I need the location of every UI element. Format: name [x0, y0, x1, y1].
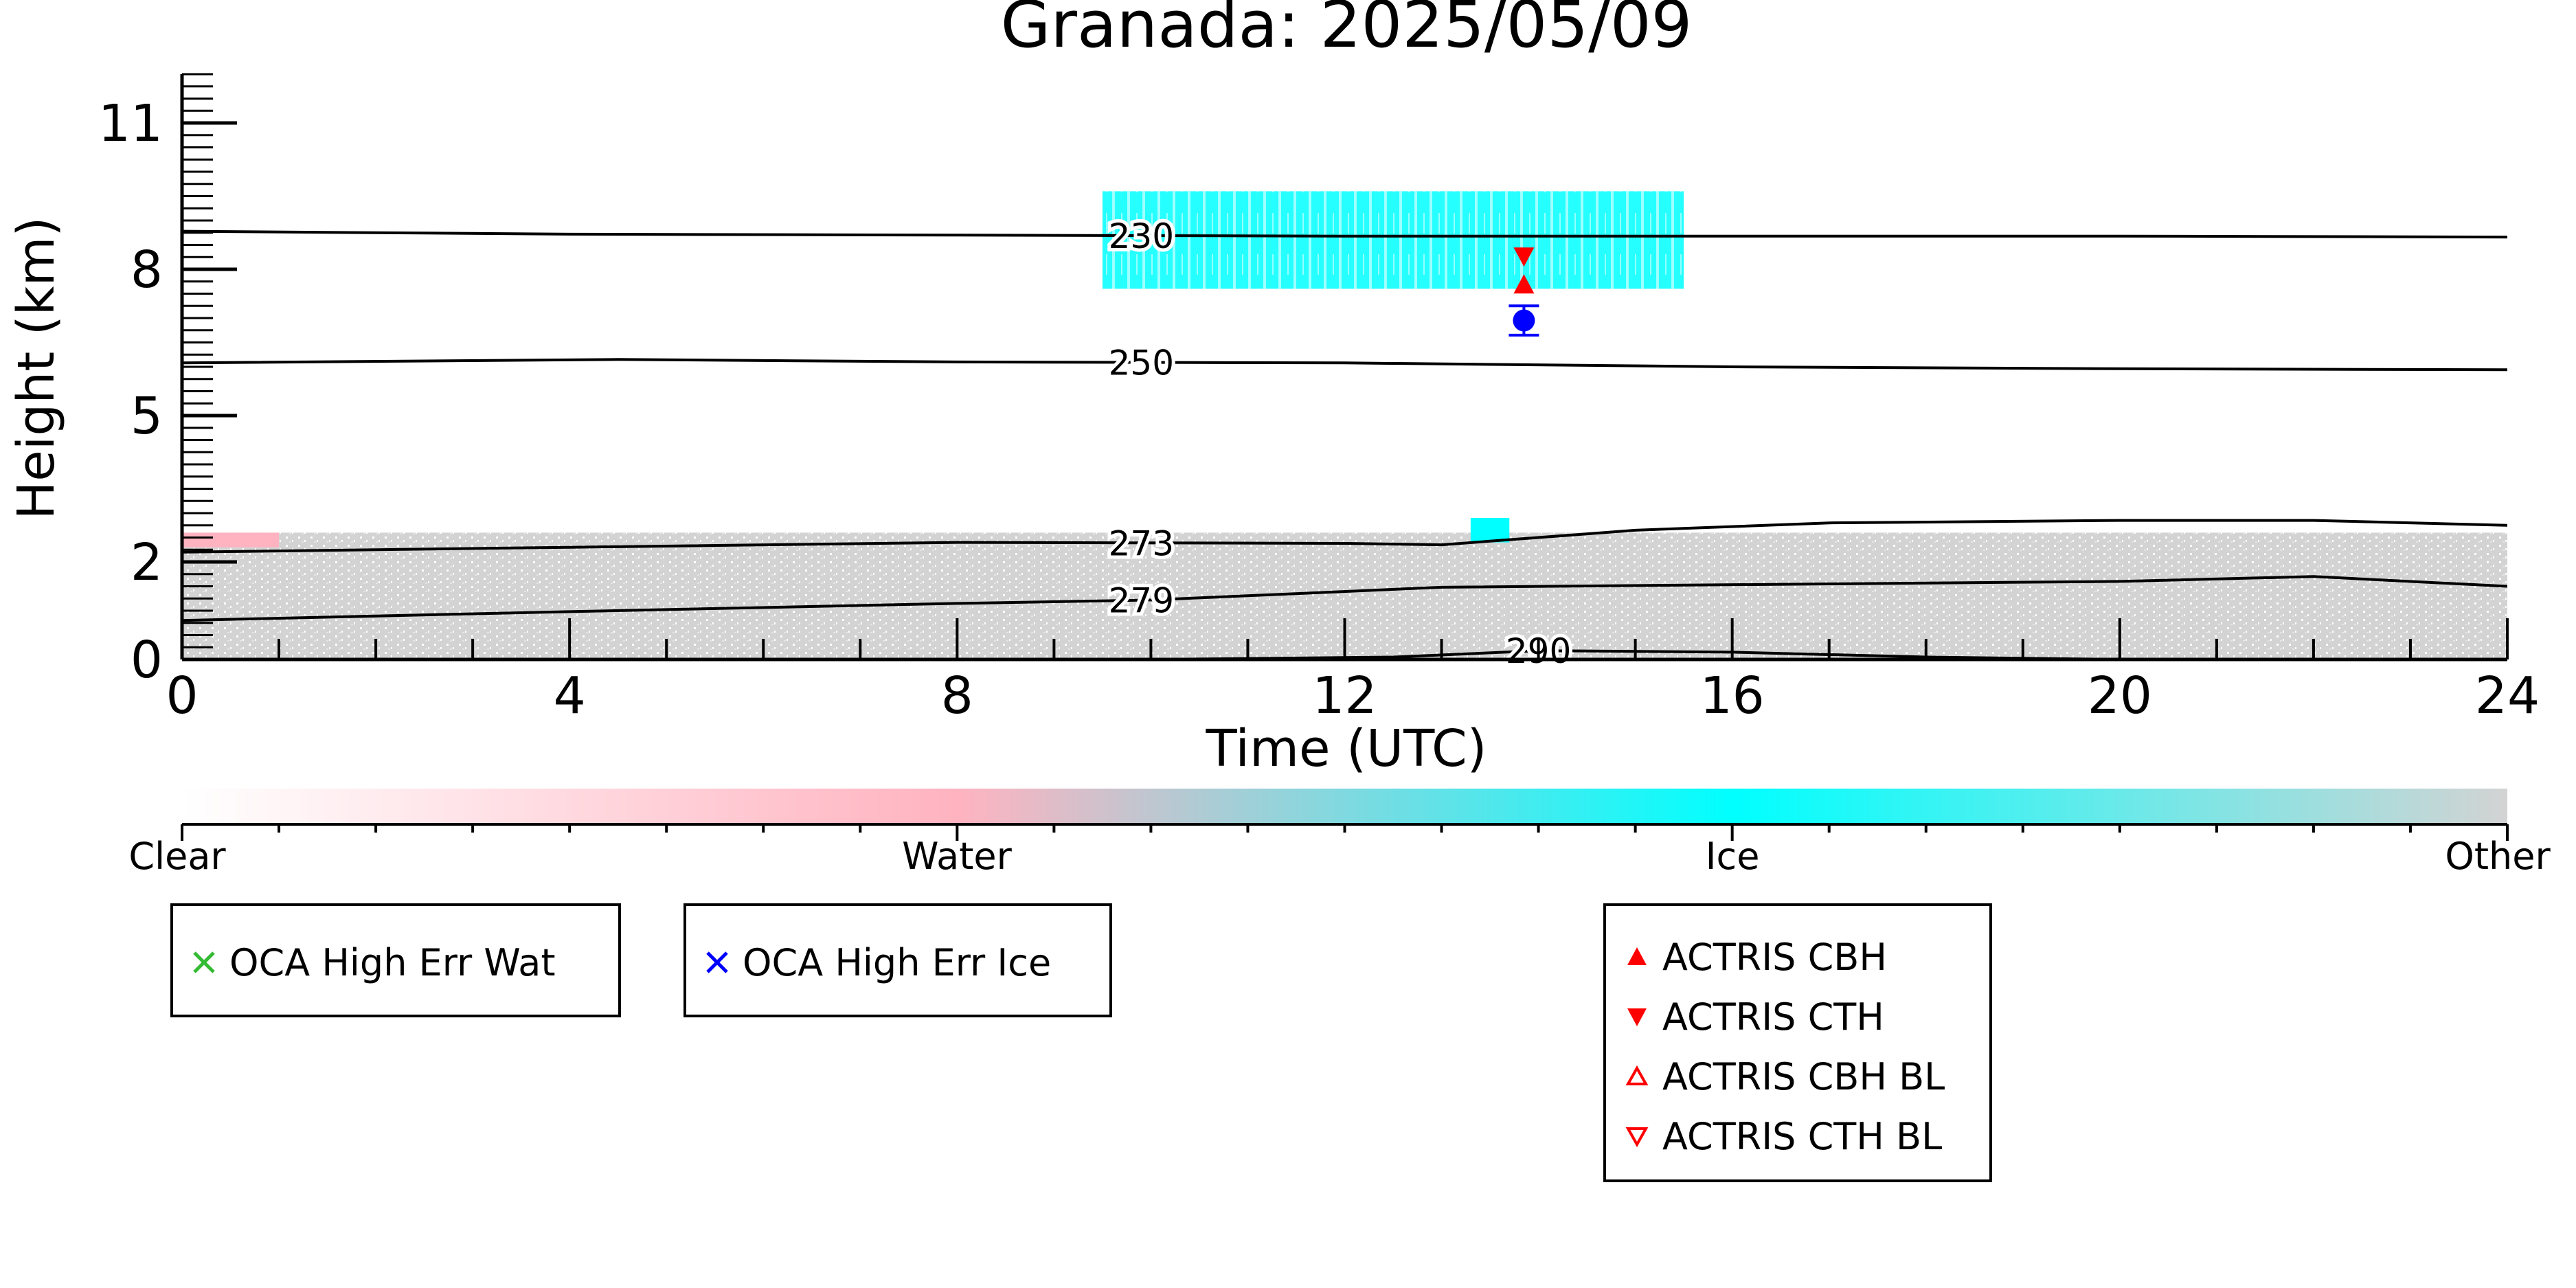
colorbar — [181, 789, 2509, 841]
classification-layer — [182, 191, 2507, 659]
legend-label-actris-cth-bl: ACTRIS CTH BL — [1662, 1114, 1943, 1158]
isotherm-label-230: 230 — [1109, 216, 1174, 256]
legend-label-actris-cbh-bl: ACTRIS CBH BL — [1662, 1054, 1945, 1098]
isotherm-279 — [182, 575, 2507, 622]
legend-label-actris-cbh: ACTRIS CBH — [1662, 935, 1887, 979]
y-tick-label: 11 — [98, 94, 163, 153]
triangle-down-filled-icon — [1620, 1003, 1654, 1030]
colorbar-label-other: Other — [2445, 835, 2551, 878]
triangle-up-filled-icon — [1620, 943, 1654, 971]
x-marker-icon — [700, 949, 734, 976]
axes: 0 4 8 12 16 20 24 0 2 5 8 11 — [98, 73, 2540, 725]
y-tick-label: 8 — [131, 240, 163, 300]
x-tick-label: 24 — [2475, 666, 2540, 725]
actris-cbh-marker — [1513, 274, 1535, 294]
isotherm-273 — [182, 519, 2507, 554]
region-water — [182, 532, 280, 547]
x-tick-label: 16 — [1700, 666, 1765, 725]
x-tick-label: 4 — [554, 666, 586, 725]
legend-oca-ice: OCA High Err Ice — [683, 903, 1112, 1017]
y-axis-label: Height (km) — [7, 217, 66, 520]
isotherm-layer — [182, 229, 2507, 659]
x-tick-label: 8 — [941, 666, 973, 725]
region-ice — [1102, 191, 1684, 289]
isotherm-label-250: 250 — [1109, 343, 1174, 383]
triangle-down-open-icon — [1620, 1122, 1654, 1150]
legend-label-oca-high-err-wat: OCA High Err Wat — [229, 940, 556, 984]
colorbar-label-ice: Ice — [1705, 835, 1760, 878]
isotherm-250 — [182, 358, 2507, 372]
x-tick-label: 20 — [2088, 666, 2152, 725]
x-axis-label: Time (UTC) — [1205, 719, 1487, 778]
actris-cth-marker — [1513, 247, 1535, 267]
legend-label-actris-cth: ACTRIS CTH — [1662, 995, 1884, 1039]
colorbar-gradient — [182, 789, 2507, 824]
legend-actris: ACTRIS CBH ACTRIS CTH ACTRIS CBH BL ACTR… — [1603, 903, 1992, 1182]
colorbar-label-water: Water — [902, 835, 1012, 878]
marker-layer — [1509, 247, 1539, 337]
isotherm-230 — [182, 229, 2507, 239]
y-tick-label: 0 — [131, 631, 163, 690]
isotherm-label-279: 279 — [1109, 581, 1174, 621]
colorbar-label-clear: Clear — [128, 835, 226, 878]
x-marker-icon — [187, 949, 221, 976]
y-tick-label: 2 — [131, 533, 163, 592]
legend-oca-water: OCA High Err Wat — [170, 903, 621, 1017]
isotherm-label-273: 273 — [1109, 523, 1174, 563]
triangle-up-open-icon — [1620, 1063, 1654, 1090]
legend-label-oca-high-err-ice: OCA High Err Ice — [743, 940, 1052, 984]
x-tick-label: 0 — [166, 666, 198, 725]
colorbar-ticks — [181, 824, 2509, 841]
x-tick-label: 12 — [1312, 666, 1377, 725]
chart-title: Granada: 2025/05/09 — [1001, 0, 1693, 63]
oca-marker — [1513, 309, 1535, 332]
y-tick-label: 5 — [131, 387, 163, 446]
region-ice — [1470, 518, 1510, 543]
